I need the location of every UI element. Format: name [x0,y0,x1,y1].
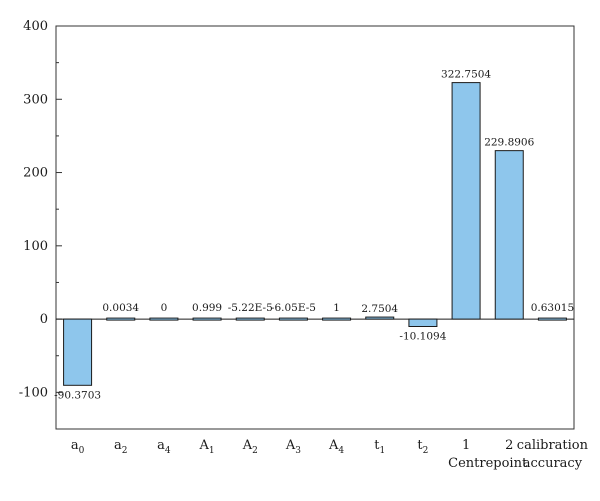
y-tick-label: -100 [19,385,48,400]
bar [322,317,352,321]
x-tick-label: a0 [71,438,85,456]
value-label: 1 [333,302,340,314]
x-tick-label: calibration [517,438,589,453]
x-tick-label: A1 [199,438,215,456]
value-label: 322.7504 [441,69,491,81]
plot-frame [55,25,575,430]
y-tick-label: 100 [23,239,48,254]
y-tick-label: 400 [23,19,48,34]
y-tick-label: 0 [40,312,48,327]
x-tick-label: A2 [242,438,258,456]
bar [537,317,567,321]
bar [365,316,395,320]
value-label: 0.0034 [102,302,139,314]
x-tick-label: 1 [462,438,470,453]
x-tick-label: a4 [157,438,171,456]
value-label: 0.63015 [531,302,574,314]
value-label: -6.05E-5 [271,302,316,314]
value-label: -10.1094 [399,330,446,342]
value-label: -5.22E-5 [228,302,273,314]
y-tick-label: 200 [23,166,48,181]
value-label: 0.999 [192,302,222,314]
x-tick-label: t1 [374,438,385,456]
x-tick-label: A4 [328,438,344,456]
value-labels: -90.3703 0.0034 0 0.999 -5.22E-5-6.05E-5 1 2.7… [54,69,574,402]
value-label: 229.8906 [484,137,534,149]
x-tick-label-line2: accuracy [523,456,583,471]
value-label: 2.7504 [361,303,398,315]
bars [63,82,567,386]
group-label-centrepoint: Centrepoint [448,456,528,471]
bar [149,317,179,321]
bar [408,318,438,327]
bar [63,318,93,386]
x-tick-label: 2 [505,438,513,453]
bar [278,317,308,321]
bar [106,317,136,321]
bar [451,82,481,320]
value-label: 0 [161,302,168,314]
x-tick-label: a2 [114,438,128,456]
value-label: -90.3703 [54,389,101,401]
x-tick-label: t2 [417,438,428,456]
bar [494,150,524,320]
bar [192,317,222,321]
bar [235,317,265,321]
y-tick-label: 300 [23,92,48,107]
x-tick-label: A3 [285,438,301,456]
y-axis: -100 0 100 200 300 400 [19,19,62,430]
x-axis: a0 a2 a4 A1 A2 A3 A4 t1 t2 1 2 calibration accuracy [71,438,589,471]
